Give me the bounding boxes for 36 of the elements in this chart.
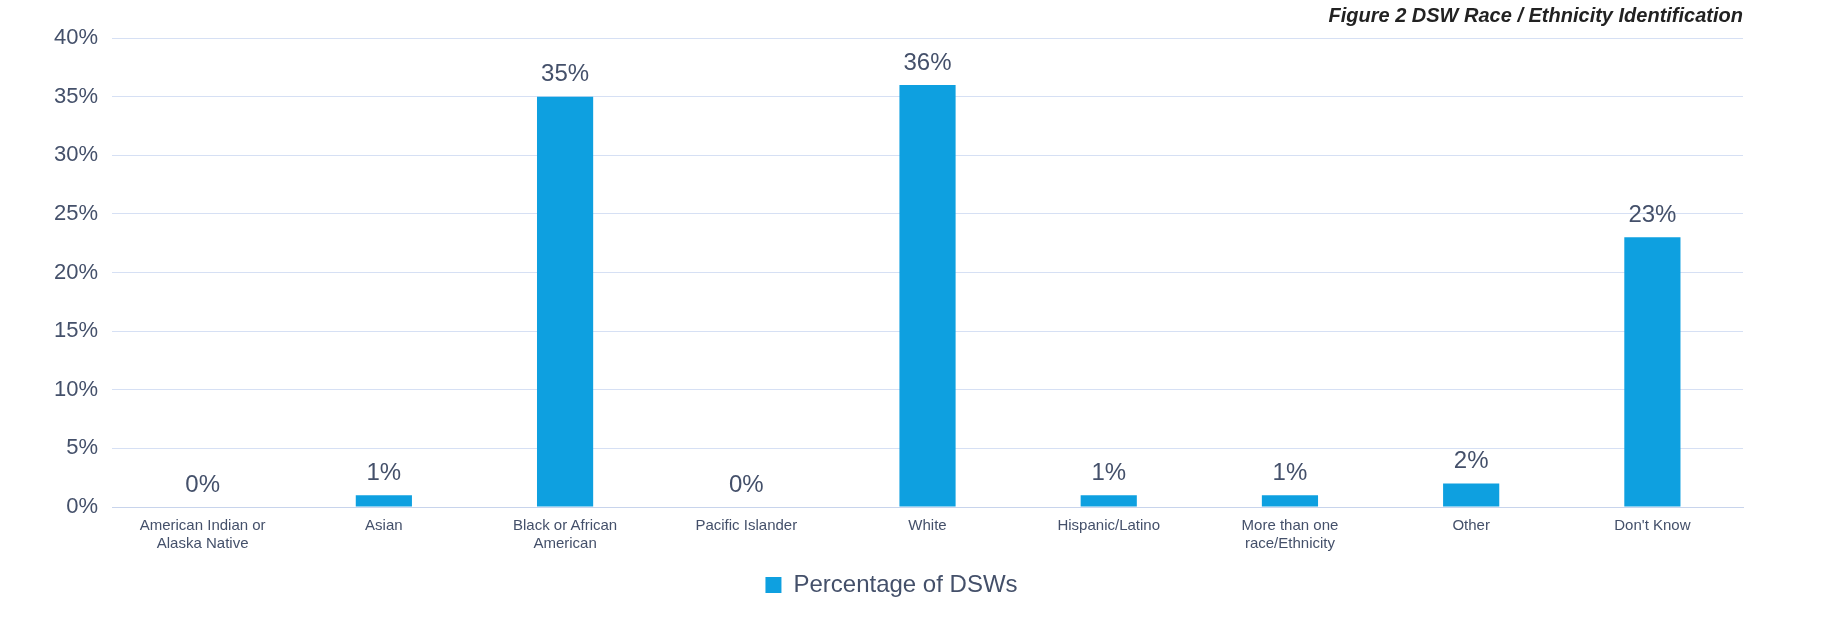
bar <box>1443 483 1500 507</box>
x-tick-label: Other <box>1452 516 1490 534</box>
bar <box>1261 495 1319 507</box>
bar <box>536 96 594 507</box>
y-tick-label: 25% <box>53 199 99 225</box>
y-tick-label: 15% <box>53 317 99 343</box>
x-tick-label: American Indian or Alaska Native <box>139 516 266 552</box>
data-label: 1% <box>366 457 402 485</box>
x-tick-label: Hispanic/Latino <box>1057 516 1161 534</box>
legend-label: Percentage of DSWs <box>793 569 1018 597</box>
data-label: 35% <box>541 59 590 87</box>
bar <box>1080 495 1137 507</box>
bar <box>355 495 412 507</box>
x-tick-label: Pacific Islander <box>695 516 798 534</box>
bar <box>1624 237 1681 507</box>
y-tick-label: 40% <box>53 24 99 50</box>
x-tick-label: Asian <box>365 516 403 534</box>
x-tick-label: More than one race/Ethnicity <box>1241 516 1339 552</box>
data-label: 23% <box>1628 199 1677 227</box>
data-label: 1% <box>1272 457 1308 485</box>
data-label: 2% <box>1453 446 1489 474</box>
x-tick-label: Black or African American <box>512 516 618 552</box>
y-tick-label: 35% <box>53 82 99 108</box>
chart-title: Figure 2 DSW Race / Ethnicity Identification <box>1328 3 1743 26</box>
y-tick-label: 20% <box>53 258 99 284</box>
data-label: 0% <box>185 469 220 497</box>
y-tick-label: 30% <box>53 141 99 167</box>
y-tick-label: 10% <box>53 375 99 401</box>
x-tick-label: Don't Know <box>1614 516 1691 534</box>
y-tick-label: 5% <box>66 434 99 460</box>
y-tick-label: 0% <box>66 493 99 519</box>
data-label: 0% <box>728 469 764 497</box>
bar <box>899 84 956 507</box>
x-tick-label: White <box>908 516 947 534</box>
data-label: 36% <box>903 47 952 75</box>
data-label: 1% <box>1091 457 1127 485</box>
